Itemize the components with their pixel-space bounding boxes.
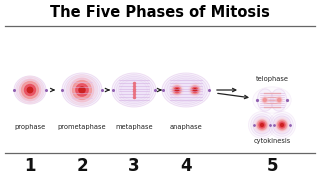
Ellipse shape: [17, 79, 43, 101]
Ellipse shape: [119, 78, 149, 102]
Circle shape: [173, 86, 181, 94]
Circle shape: [21, 82, 38, 98]
Ellipse shape: [268, 111, 295, 138]
Ellipse shape: [112, 73, 156, 107]
Ellipse shape: [114, 75, 154, 105]
Text: cytokinesis: cytokinesis: [253, 138, 291, 144]
Circle shape: [277, 98, 282, 102]
Ellipse shape: [70, 80, 94, 100]
Circle shape: [257, 120, 267, 130]
Ellipse shape: [271, 89, 287, 111]
Text: 5: 5: [266, 157, 278, 175]
Circle shape: [261, 96, 268, 103]
Circle shape: [190, 85, 200, 95]
Circle shape: [188, 84, 201, 96]
Circle shape: [281, 123, 284, 127]
Circle shape: [16, 76, 44, 104]
Circle shape: [259, 122, 265, 128]
Circle shape: [192, 87, 198, 93]
Ellipse shape: [253, 116, 271, 134]
Ellipse shape: [253, 87, 291, 113]
Text: 4: 4: [180, 157, 192, 175]
Circle shape: [194, 89, 196, 91]
Ellipse shape: [16, 77, 44, 103]
Ellipse shape: [121, 80, 147, 100]
Circle shape: [256, 119, 268, 131]
Ellipse shape: [14, 76, 46, 104]
Circle shape: [263, 98, 266, 102]
Ellipse shape: [273, 116, 291, 134]
Circle shape: [20, 79, 41, 101]
Circle shape: [172, 85, 182, 95]
Text: telophase: telophase: [255, 76, 289, 82]
Ellipse shape: [164, 75, 208, 105]
Circle shape: [67, 75, 97, 105]
Ellipse shape: [162, 73, 210, 107]
Text: 3: 3: [128, 157, 140, 175]
Ellipse shape: [64, 75, 100, 105]
Ellipse shape: [271, 114, 293, 136]
Text: metaphase: metaphase: [115, 124, 153, 130]
Text: prometaphase: prometaphase: [58, 124, 106, 130]
Circle shape: [262, 98, 267, 102]
Circle shape: [27, 87, 33, 93]
Ellipse shape: [68, 78, 96, 102]
Ellipse shape: [167, 76, 205, 104]
Text: 2: 2: [76, 157, 88, 175]
Text: 1: 1: [24, 157, 36, 175]
Text: The Five Phases of Mitosis: The Five Phases of Mitosis: [50, 5, 270, 20]
Circle shape: [278, 98, 281, 102]
Circle shape: [76, 84, 88, 96]
Circle shape: [276, 119, 288, 131]
Ellipse shape: [66, 76, 98, 104]
Circle shape: [277, 120, 287, 130]
Circle shape: [275, 118, 290, 132]
Circle shape: [174, 87, 180, 93]
Circle shape: [260, 123, 263, 127]
Circle shape: [73, 80, 92, 100]
Text: anaphase: anaphase: [170, 124, 202, 130]
Circle shape: [279, 122, 285, 128]
Circle shape: [70, 78, 94, 102]
Ellipse shape: [172, 80, 200, 100]
Circle shape: [191, 86, 199, 94]
Ellipse shape: [251, 114, 273, 136]
Ellipse shape: [116, 76, 152, 104]
Ellipse shape: [257, 89, 273, 111]
Circle shape: [79, 87, 85, 93]
Circle shape: [176, 89, 178, 91]
Circle shape: [24, 84, 36, 96]
Ellipse shape: [20, 82, 40, 98]
Circle shape: [254, 118, 269, 132]
Ellipse shape: [62, 73, 102, 107]
Ellipse shape: [169, 78, 203, 102]
Ellipse shape: [249, 111, 276, 138]
Ellipse shape: [19, 80, 41, 100]
Circle shape: [171, 84, 183, 96]
Text: prophase: prophase: [14, 124, 46, 130]
Circle shape: [276, 96, 283, 103]
